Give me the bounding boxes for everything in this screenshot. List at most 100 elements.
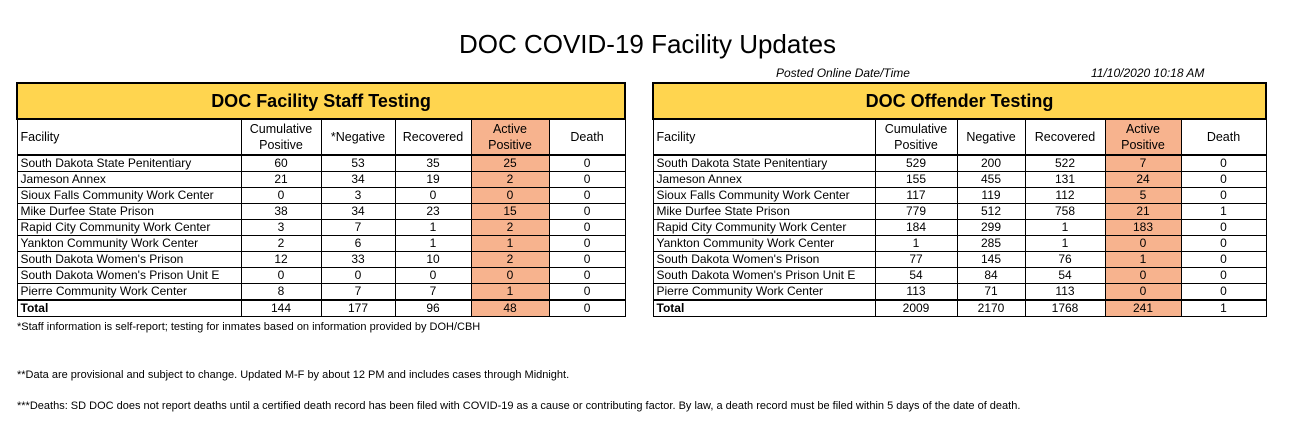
value-cell: 529 <box>874 154 958 172</box>
value-cell: 2009 <box>874 299 958 317</box>
staff-testing-table: DOC Facility Staff Testing Facility Cumul… <box>15 82 627 317</box>
value-cell: 0 <box>1180 219 1267 236</box>
table-row: Jameson Annex 21 34 19 2 0 <box>16 171 626 188</box>
value-cell: 12 <box>240 251 322 268</box>
value-cell: 15 <box>470 203 550 220</box>
value-cell: 155 <box>874 171 958 188</box>
value-cell: 1 <box>1024 219 1106 236</box>
facility-name-cell: South Dakota Women's Prison Unit E <box>652 267 876 284</box>
column-header: Death <box>1180 118 1267 156</box>
page-title: DOC COVID-19 Facility Updates <box>458 29 837 59</box>
facility-name-cell: Jameson Annex <box>652 171 876 188</box>
facility-name-cell: Pierre Community Work Center <box>652 283 876 301</box>
value-cell: 0 <box>240 187 322 204</box>
value-cell: 0 <box>1104 267 1182 284</box>
value-cell: 113 <box>1024 283 1106 301</box>
value-cell: 0 <box>1104 235 1182 252</box>
value-cell: 779 <box>874 203 958 220</box>
value-cell: 21 <box>240 171 322 188</box>
facility-name-cell: South Dakota State Penitentiary <box>652 154 876 172</box>
value-cell: 0 <box>548 235 626 252</box>
value-cell: 299 <box>956 219 1026 236</box>
value-cell: 77 <box>874 251 958 268</box>
facility-name-cell: South Dakota State Penitentiary <box>16 154 242 172</box>
table-row: Pierre Community Work Center 8 7 7 1 0 <box>16 283 626 301</box>
value-cell: 10 <box>394 251 472 268</box>
facility-name-cell: Mike Durfee State Prison <box>16 203 242 220</box>
value-cell: 0 <box>1180 283 1267 301</box>
value-cell: 758 <box>1024 203 1106 220</box>
facility-name-cell: South Dakota Women's Prison <box>16 251 242 268</box>
value-cell: 0 <box>548 171 626 188</box>
value-cell: 1768 <box>1024 299 1106 317</box>
value-cell: 2 <box>470 171 550 188</box>
facility-name-cell: Yankton Community Work Center <box>652 235 876 252</box>
value-cell: 0 <box>548 251 626 268</box>
table-row: Sioux Falls Community Work Center 117 119 1… <box>652 187 1267 204</box>
posted-label: Posted Online Date/Time <box>776 66 910 80</box>
value-cell: 8 <box>240 283 322 301</box>
value-cell: 455 <box>956 171 1026 188</box>
value-cell: 0 <box>548 283 626 301</box>
facility-name-cell: Total <box>16 299 242 317</box>
value-cell: 144 <box>240 299 322 317</box>
facility-name-cell: Rapid City Community Work Center <box>652 219 876 236</box>
table-row: South Dakota Women's Prison 77 145 76 1 0 <box>652 251 1267 268</box>
header-row: Facility Cumulative Positive *Negative Reco… <box>16 118 626 156</box>
facility-name-cell: Rapid City Community Work Center <box>16 219 242 236</box>
value-cell: 200 <box>956 154 1026 172</box>
header-row: Facility Cumulative Positive Negative Recov… <box>652 118 1267 156</box>
value-cell: 0 <box>394 187 472 204</box>
facility-name-cell: Mike Durfee State Prison <box>652 203 876 220</box>
value-cell: 1 <box>470 235 550 252</box>
value-cell: 35 <box>394 154 472 172</box>
facility-name-cell: Pierre Community Work Center <box>16 283 242 301</box>
value-cell: 2 <box>240 235 322 252</box>
value-cell: 54 <box>874 267 958 284</box>
value-cell: 0 <box>1180 171 1267 188</box>
value-cell: 1 <box>394 219 472 236</box>
value-cell: 0 <box>1180 235 1267 252</box>
facility-name-cell: Sioux Falls Community Work Center <box>652 187 876 204</box>
value-cell: 0 <box>1180 154 1267 172</box>
table-row: Sioux Falls Community Work Center 0 3 0 0 0 <box>16 187 626 204</box>
table-row: Pierre Community Work Center 113 71 113 0 0 <box>652 283 1267 301</box>
value-cell: 6 <box>320 235 396 252</box>
value-cell: 522 <box>1024 154 1106 172</box>
value-cell: 0 <box>1104 283 1182 301</box>
value-cell: 184 <box>874 219 958 236</box>
offender-section-title: DOC Offender Testing <box>651 82 1268 120</box>
value-cell: 33 <box>320 251 396 268</box>
value-cell: 145 <box>956 251 1026 268</box>
value-cell: 113 <box>874 283 958 301</box>
value-cell: 112 <box>1024 187 1106 204</box>
value-cell: 53 <box>320 154 396 172</box>
value-cell: 1 <box>874 235 958 252</box>
column-header: *Negative <box>320 118 396 156</box>
value-cell: 84 <box>956 267 1026 284</box>
posted-value: 11/10/2020 10:18 AM <box>1091 66 1205 80</box>
table-row: Rapid City Community Work Center 3 7 1 2 0 <box>16 219 626 236</box>
table-row: Yankton Community Work Center 1 285 1 0 0 <box>652 235 1267 252</box>
column-header: Active Positive <box>1104 118 1182 156</box>
value-cell: 0 <box>470 187 550 204</box>
value-cell: 0 <box>470 267 550 284</box>
value-cell: 1 <box>1180 299 1267 317</box>
value-cell: 3 <box>320 187 396 204</box>
value-cell: 119 <box>956 187 1026 204</box>
footnote-provisional: **Data are provisional and subject to ch… <box>17 369 570 381</box>
table-row: Jameson Annex 155 455 131 24 0 <box>652 171 1267 188</box>
value-cell: 1 <box>1104 251 1182 268</box>
column-header: Recovered <box>1024 118 1106 156</box>
value-cell: 19 <box>394 171 472 188</box>
value-cell: 2 <box>470 219 550 236</box>
facility-name-cell: Jameson Annex <box>16 171 242 188</box>
value-cell: 21 <box>1104 203 1182 220</box>
staff-section-title: DOC Facility Staff Testing <box>15 82 627 120</box>
value-cell: 5 <box>1104 187 1182 204</box>
table-row: South Dakota Women's Prison Unit E 54 84 54… <box>652 267 1267 284</box>
value-cell: 1 <box>1024 235 1106 252</box>
column-header: Death <box>548 118 626 156</box>
value-cell: 0 <box>548 267 626 284</box>
value-cell: 0 <box>1180 251 1267 268</box>
